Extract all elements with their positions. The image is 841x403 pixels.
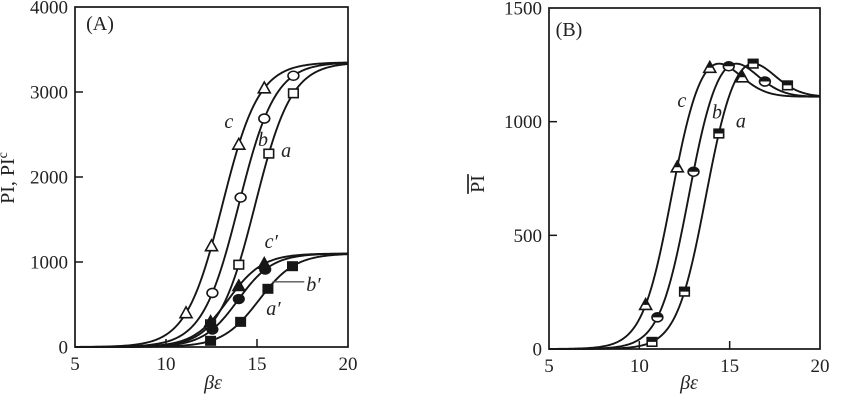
curve-a: [74, 63, 349, 348]
curve-label-a_prime: a′: [266, 298, 281, 320]
x-tick-label: 5: [544, 356, 554, 377]
triangle-open-marker: [256, 80, 272, 94]
y-tick-label: 4000: [30, 0, 68, 19]
triangle-half-marker: [702, 59, 718, 74]
panel-B: 0 500 1000 1500 5 10 15 20 βε PI (B) c b a: [467, 0, 830, 394]
x-axis-label: βε: [679, 372, 698, 394]
triangle-half-marker: [734, 69, 750, 83]
x-tick-label: 15: [248, 354, 267, 375]
curve-label-b: b: [258, 129, 268, 151]
x-tick-label: 20: [811, 356, 830, 377]
square-filled-marker: [262, 283, 274, 294]
svg-text:PI, PIc: PI, PIc: [0, 152, 19, 204]
y-axis-label: PI: [467, 174, 489, 194]
curve-label-c: c: [224, 111, 233, 133]
square-open-marker: [233, 259, 245, 270]
curve-label-b_prime: b′: [306, 274, 321, 296]
curve-c: [548, 62, 821, 350]
y-tick-label: 1000: [504, 112, 542, 133]
triangle-filled-marker: [231, 278, 246, 292]
x-tick-label: 15: [720, 356, 739, 377]
square-open-marker: [287, 88, 299, 99]
square-filled-marker: [286, 261, 298, 272]
square-open-marker: [263, 148, 275, 159]
circle-half-marker: [758, 76, 772, 87]
circle-filled-marker: [232, 293, 245, 305]
y-tick-label: 2000: [30, 168, 68, 189]
curve-b: [75, 62, 349, 348]
panel-tag: (B): [556, 19, 583, 41]
x-tick-label: 10: [630, 356, 649, 377]
curve-label-b: b: [712, 101, 722, 123]
axes-frame: [548, 7, 821, 350]
circle-filled-marker: [259, 264, 272, 275]
square-half-marker: [781, 80, 794, 91]
curve-c: [75, 61, 349, 348]
curve-label-c_prime: c′: [265, 231, 279, 253]
circle-open-marker: [234, 192, 247, 203]
panel-tag: (A): [86, 13, 114, 35]
panel-A: 0 1000 2000 3000 4000 5 10 15 20 βε PI, PIc (A) c ba c…: [0, 0, 358, 394]
y-tick-label: 0: [59, 338, 69, 359]
square-half-marker: [678, 286, 691, 297]
circle-open-marker: [206, 287, 219, 299]
curve-label-a: a: [281, 140, 291, 162]
svg-text:PI: PI: [467, 175, 489, 193]
x-tick-label: 20: [339, 354, 358, 375]
triangle-open-marker: [178, 305, 194, 319]
circle-half-marker: [687, 166, 700, 178]
square-half-marker: [713, 128, 725, 139]
x-tick-label: 5: [70, 354, 80, 375]
circle-half-marker: [651, 312, 664, 323]
triangle-half-marker: [669, 159, 685, 173]
square-filled-marker: [235, 316, 247, 327]
x-axis-label: βε: [203, 372, 222, 394]
circle-open-marker: [258, 113, 271, 124]
square-filled-marker: [205, 335, 217, 346]
y-tick-label: 1500: [504, 0, 542, 20]
y-tick-label: 3000: [30, 83, 68, 104]
square-half-marker: [747, 58, 759, 69]
triangle-half-marker: [638, 297, 654, 311]
curve-label-c: c: [677, 90, 686, 112]
curve-label-a: a: [736, 111, 746, 133]
y-tick-label: 1000: [30, 253, 68, 274]
circle-filled-marker: [206, 324, 219, 335]
triangle-open-marker: [204, 238, 219, 252]
square-half-marker: [646, 336, 658, 348]
circle-half-marker: [722, 60, 735, 72]
circle-open-marker: [287, 70, 300, 82]
y-tick-label: 0: [533, 340, 543, 361]
y-axis-label: PI, PIc: [0, 152, 19, 204]
y-tick-label: 500: [514, 226, 543, 247]
x-tick-label: 10: [157, 354, 176, 375]
triangle-open-marker: [231, 136, 247, 150]
